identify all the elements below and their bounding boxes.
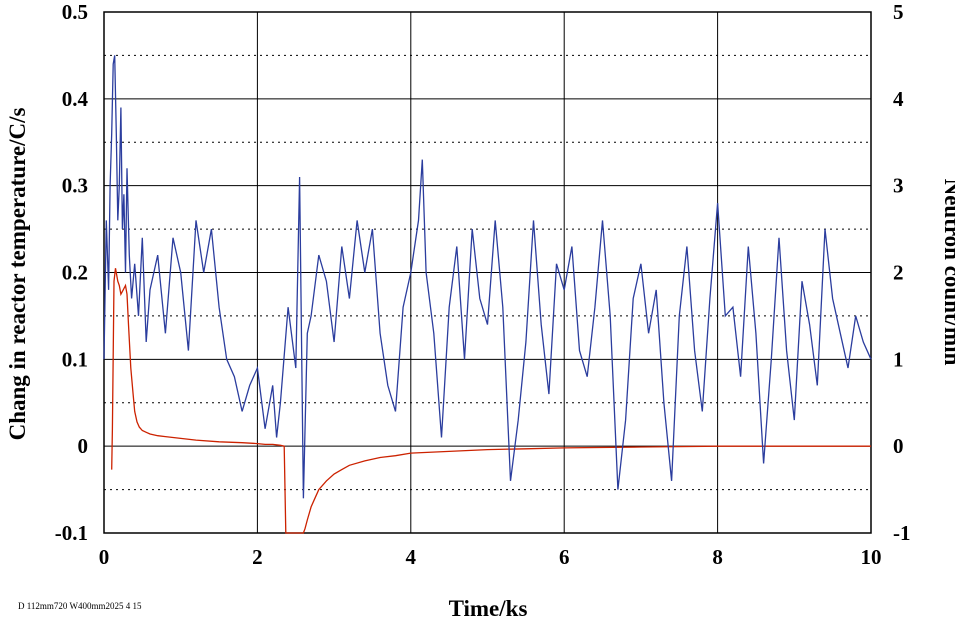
- left-y-tick-label: -0.1: [55, 521, 88, 545]
- left-y-tick-label: 0.3: [62, 174, 88, 198]
- right-y-tick-label: 4: [893, 87, 904, 111]
- right-y-tick-label: 0: [893, 434, 904, 458]
- right-y-tick-label: 2: [893, 261, 904, 285]
- right-y-tick-label: -1: [893, 521, 911, 545]
- grid-lines: [103, 11, 872, 534]
- x-tick-label: 0: [99, 545, 110, 569]
- series-lines: [103, 55, 872, 534]
- x-tick-label: 6: [559, 545, 570, 569]
- right-y-axis-title: Neutron count/min: [940, 179, 955, 366]
- left-y-tick-label: 0: [78, 434, 89, 458]
- neutron-count-series-line: [103, 55, 872, 499]
- left-y-tick-label: 0.1: [62, 347, 88, 371]
- left-y-tick-label: 0.4: [62, 87, 89, 111]
- left-y-axis-title: Chang in reactor temperature/C/s: [5, 108, 30, 441]
- footnote-text: D 112mm720 W400mm2025 4 15: [18, 601, 142, 611]
- right-y-tick-label: 1: [893, 347, 904, 371]
- x-tick-label: 8: [712, 545, 723, 569]
- x-tick-label: 4: [406, 545, 417, 569]
- temperature-change-series-line: [111, 268, 871, 534]
- x-axis-title: Time/ks: [449, 596, 528, 621]
- right-y-tick-label: 5: [893, 0, 904, 24]
- left-y-tick-label: 0.2: [62, 261, 88, 285]
- x-tick-label: 2: [252, 545, 263, 569]
- right-y-tick-label: 3: [893, 174, 904, 198]
- left-y-tick-label: 0.5: [62, 0, 88, 24]
- x-tick-label: 10: [861, 545, 882, 569]
